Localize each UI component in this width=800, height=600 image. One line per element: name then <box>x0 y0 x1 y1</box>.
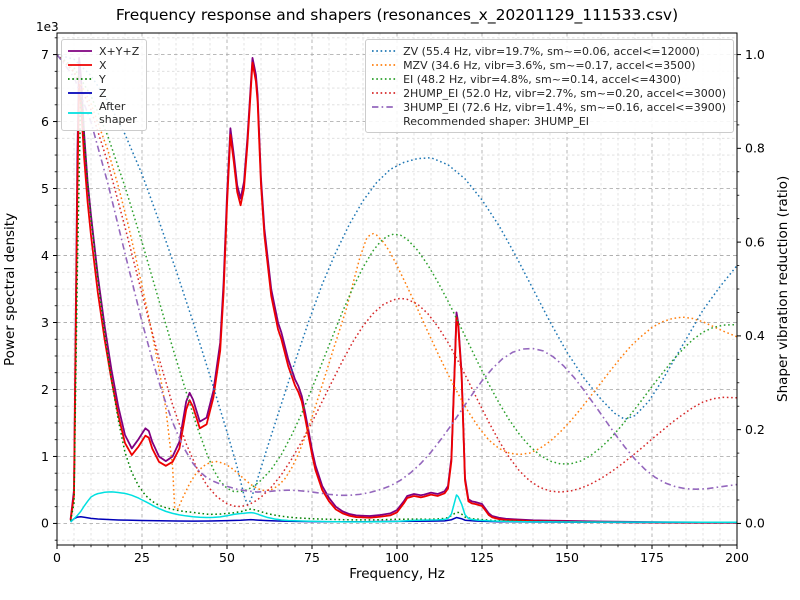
x-axis-label: Frequency, Hz <box>349 566 445 582</box>
legend-label: Z <box>99 86 107 100</box>
y-right-tick-label: 0.8 <box>745 141 765 156</box>
legend-entry: 3HUMP_EI (72.6 Hz, vibr=1.4%, sm~=0.16, … <box>371 100 726 114</box>
legend-line-sample <box>68 64 92 66</box>
x-tick-label: 50 <box>219 550 235 565</box>
legend-entry: ZV (55.4 Hz, vibr=19.7%, sm~=0.06, accel… <box>371 44 726 58</box>
series-3HUMP_EI <box>56 54 738 497</box>
legend-label: After shaper <box>99 100 137 126</box>
y-left-tick-label: 2 <box>41 382 49 397</box>
legend-label: MZV (34.6 Hz, vibr=3.6%, sm~=0.17, accel… <box>403 58 696 72</box>
legend-line-sample <box>372 106 397 108</box>
series-ZV <box>56 53 738 506</box>
series-sum <box>69 57 738 524</box>
series-EI <box>56 53 738 493</box>
legend-entry: Z <box>67 86 139 100</box>
legend-label: Recommended shaper: 3HUMP_EI <box>403 114 590 128</box>
y-left-tick-label: 1 <box>41 449 49 464</box>
y-left-tick-label: 5 <box>41 181 49 196</box>
legend-sample-spacer <box>371 115 397 127</box>
x-tick-label: 75 <box>304 550 320 565</box>
series-after-shaper <box>70 491 737 523</box>
x-tick-label: 100 <box>385 550 409 565</box>
legend-line-sample <box>372 50 397 52</box>
y-axis-offset-label: 1e3 <box>36 20 59 34</box>
shaper-legend: ZV (55.4 Hz, vibr=19.7%, sm~=0.06, accel… <box>365 39 734 133</box>
legend-entry: X+Y+Z <box>67 44 139 58</box>
y-axis-label-right: Shaper vibration reduction (ratio) <box>775 175 791 403</box>
y-right-tick-label: 0.6 <box>745 234 765 249</box>
legend-entry: X <box>67 58 139 72</box>
x-tick-label: 150 <box>555 550 579 565</box>
legend-line-sample <box>372 64 397 66</box>
legend-line-sample <box>68 112 92 114</box>
y-right-tick-label: 0.4 <box>745 328 765 343</box>
y-axis-label-left: Power spectral density <box>2 212 18 366</box>
legend-line-sample <box>68 92 92 94</box>
series-2HUMP_EI <box>56 54 738 508</box>
x-tick-label: 25 <box>134 550 150 565</box>
series-MZV <box>56 54 738 511</box>
legend-entry: EI (48.2 Hz, vibr=4.8%, sm~=0.14, accel<… <box>371 72 726 86</box>
y-right-tick-label: 1.0 <box>745 47 765 62</box>
x-tick-label: 0 <box>53 550 61 565</box>
legend-entry: After shaper <box>67 100 139 126</box>
legend-entry: MZV (34.6 Hz, vibr=3.6%, sm~=0.17, accel… <box>371 58 726 72</box>
legend-label: ZV (55.4 Hz, vibr=19.7%, sm~=0.06, accel… <box>403 44 700 58</box>
y-left-tick-label: 0 <box>41 516 49 531</box>
x-tick-label: 200 <box>725 550 749 565</box>
legend-label: X+Y+Z <box>99 44 140 58</box>
series-x <box>69 61 738 524</box>
x-tick-label: 125 <box>470 550 494 565</box>
legend-label: 3HUMP_EI (72.6 Hz, vibr=1.4%, sm~=0.16, … <box>403 100 726 114</box>
series-z <box>70 515 738 524</box>
legend-entry: Y <box>67 72 139 86</box>
chart-title: Frequency response and shapers (resonanc… <box>115 6 679 24</box>
legend-label: 2HUMP_EI (52.0 Hz, vibr=2.7%, sm~=0.20, … <box>403 86 726 100</box>
legend-line-sample <box>68 78 92 80</box>
x-tick-label: 175 <box>640 550 664 565</box>
psd-legend: X+Y+Z X Y Z After shaper <box>61 39 148 131</box>
series-y <box>69 90 738 524</box>
legend-line-sample <box>372 78 397 80</box>
legend-label: EI (48.2 Hz, vibr=4.8%, sm~=0.14, accel<… <box>403 72 682 86</box>
legend-line-sample <box>68 50 92 52</box>
y-left-tick-label: 7 <box>41 47 49 62</box>
y-right-tick-label: 0.0 <box>745 516 765 531</box>
y-left-tick-label: 4 <box>41 248 49 263</box>
y-right-tick-label: 0.2 <box>745 422 765 437</box>
legend-entry: Recommended shaper: 3HUMP_EI <box>371 114 726 128</box>
y-left-tick-label: 6 <box>41 114 49 129</box>
y-left-tick-label: 3 <box>41 315 49 330</box>
legend-label: Y <box>99 72 106 86</box>
legend-line-sample <box>372 92 397 94</box>
legend-label: X <box>99 58 107 72</box>
legend-entry: 2HUMP_EI (52.0 Hz, vibr=2.7%, sm~=0.20, … <box>371 86 726 100</box>
